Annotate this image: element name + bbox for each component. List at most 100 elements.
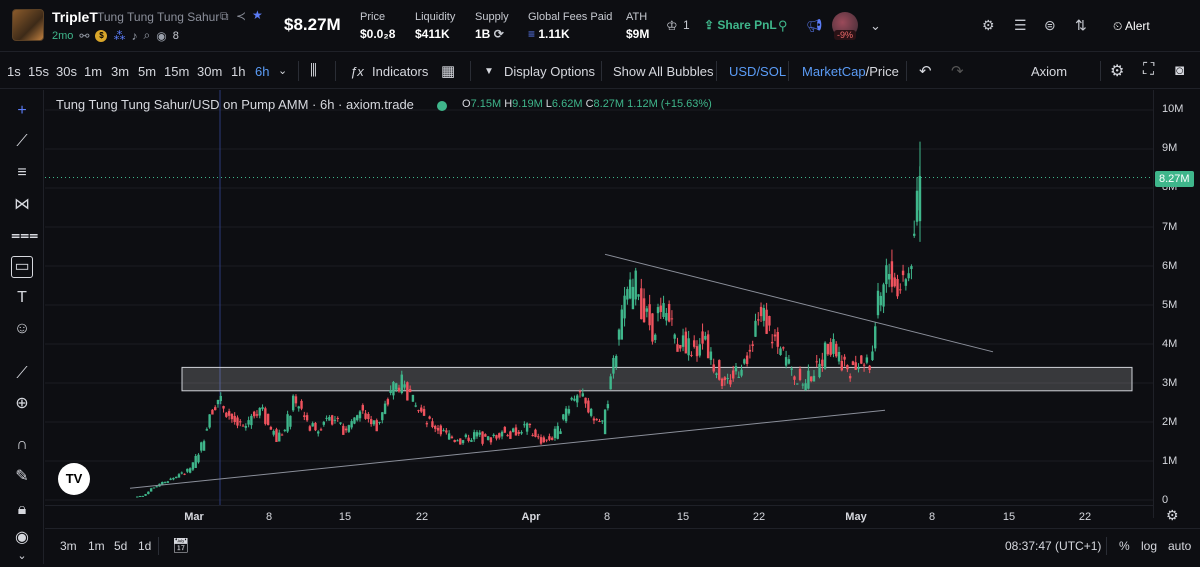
swap-icon[interactable]: ⇅	[1075, 17, 1087, 33]
horizontal-lines-icon[interactable]: ≡	[17, 164, 27, 181]
copy-icon[interactable]: ⧉	[220, 9, 229, 23]
candle-body	[389, 390, 392, 394]
candle-body	[573, 398, 576, 401]
layout-grid-icon[interactable]: ▦	[441, 63, 456, 80]
candle-body	[434, 425, 437, 429]
text-icon[interactable]: T	[17, 289, 27, 306]
indicators-fx-icon[interactable]: ƒx	[350, 64, 364, 79]
percent-toggle[interactable]: %	[1119, 539, 1130, 553]
pin-icon[interactable]: ⚲	[778, 18, 788, 33]
range-1d[interactable]: 1d	[138, 539, 152, 553]
tiktok-icon[interactable]: ♪	[131, 28, 138, 43]
megaphone-icon[interactable]: 📢︎	[806, 18, 823, 33]
timeframe-6h[interactable]: 6h	[255, 64, 270, 79]
currency-icon[interactable]: ⊜	[1044, 17, 1056, 33]
timeframe-3m[interactable]: 3m	[111, 64, 130, 79]
magnet-icon[interactable]: ∩	[16, 436, 28, 453]
candle-body	[793, 376, 796, 380]
zoom-in-icon[interactable]: ⊕	[15, 395, 29, 412]
candle-body	[414, 405, 417, 407]
pattern-icon[interactable]: ⋈	[14, 196, 30, 213]
candle-body	[718, 360, 721, 380]
gear-icon[interactable]: ⚙	[982, 17, 995, 33]
chevron-down-icon[interactable]: ⌄	[870, 18, 881, 33]
chevron-down-icon[interactable]: ⌄	[278, 65, 288, 77]
pair-toggle[interactable]: USD/SOL	[729, 64, 787, 79]
timeframe-1h[interactable]: 1h	[231, 64, 246, 79]
candle-body	[882, 284, 885, 307]
refresh-icon: ⟳	[493, 27, 504, 41]
display-options-button[interactable]: Display Options	[504, 64, 596, 79]
divider	[470, 61, 471, 81]
undo-icon[interactable]: ↶	[919, 63, 932, 80]
candle-body	[386, 399, 390, 405]
tradingview-logo[interactable]: TV	[58, 463, 90, 495]
candle-body	[676, 344, 679, 352]
gear-icon[interactable]: ⚙	[1166, 507, 1179, 523]
candle-body	[350, 421, 353, 428]
indicators-button[interactable]: Indicators	[372, 64, 429, 79]
candle-body	[470, 440, 473, 442]
alert-button[interactable]: ⏲ Alert	[1113, 19, 1150, 34]
timeframe-5m[interactable]: 5m	[138, 64, 157, 79]
calendar-range-icon[interactable]: 📅︎	[172, 537, 190, 553]
camera-icon[interactable]: ◙	[1175, 62, 1185, 79]
community-icon[interactable]: ⁂	[113, 28, 126, 43]
log-toggle[interactable]: log	[1141, 539, 1158, 553]
candle-body	[665, 313, 668, 321]
candle-body	[601, 420, 604, 422]
favorite-star-icon[interactable]: ★	[252, 8, 263, 22]
settings-gear-icon[interactable]: ⚙	[1110, 63, 1125, 80]
divider	[788, 61, 789, 81]
timeframe-15s[interactable]: 15s	[28, 64, 49, 79]
crown-icon[interactable]: ♔	[666, 18, 678, 33]
ruler-icon[interactable]: ⟋	[16, 365, 28, 382]
candlestick-type-icon[interactable]: ⫼	[310, 62, 317, 79]
show-all-bubbles-button[interactable]: Show All Bubbles	[613, 64, 714, 79]
lock-icon[interactable]: 🔒︎	[17, 501, 27, 518]
trendline-icon[interactable]: ⟋	[16, 133, 28, 150]
pencil-lock-icon[interactable]: ✎	[15, 468, 29, 485]
fib-icon[interactable]: ⩶	[11, 227, 39, 244]
range-3m[interactable]: 3m	[60, 539, 77, 553]
candle-body	[584, 397, 587, 404]
filter-list-icon[interactable]: ☰	[1014, 17, 1027, 33]
candle-body	[712, 364, 715, 372]
range-1m[interactable]: 1m	[88, 539, 105, 553]
timeframe-1s[interactable]: 1s	[7, 64, 21, 79]
timeframe-1m[interactable]: 1m	[84, 64, 103, 79]
chevron-down-icon[interactable]: ⌄	[17, 550, 27, 562]
redo-icon[interactable]: ↷	[951, 63, 964, 80]
share-pnl-button[interactable]: ⇪ Share PnL	[704, 18, 777, 32]
timeframe-15m[interactable]: 15m	[164, 64, 190, 79]
price-chart[interactable]	[45, 90, 1153, 505]
timeframe-30s[interactable]: 30s	[56, 64, 77, 79]
candle-body	[567, 409, 571, 414]
timeframe-30m[interactable]: 30m	[197, 64, 223, 79]
emoji-icon[interactable]: ☺	[13, 320, 31, 337]
candle-body	[832, 339, 835, 354]
candle-body	[757, 319, 760, 321]
y-axis[interactable]: 10M 9M 8M 7M 6M 5M 4M 3M 2M 1M 0	[1153, 90, 1200, 518]
candle-body	[662, 303, 665, 317]
x-axis[interactable]: Mar 8 15 22 Apr 8 15 22 May 8 15 22	[45, 505, 1153, 527]
candle-body	[511, 428, 515, 433]
rectangle-icon[interactable]: ▭	[11, 256, 33, 278]
candle-body	[773, 334, 777, 337]
coin-icon[interactable]: $	[95, 29, 108, 42]
link-icon[interactable]: ⚯	[79, 28, 90, 43]
ohlc-o-label: O	[462, 98, 471, 110]
divider	[158, 537, 159, 555]
candle-body	[843, 356, 846, 360]
search-icon[interactable]: ⌕	[143, 28, 151, 42]
range-5d[interactable]: 5d	[114, 539, 128, 553]
auto-toggle[interactable]: auto	[1168, 539, 1192, 553]
provider-select[interactable]: Axiom	[1031, 64, 1068, 79]
crosshair-icon[interactable]: +	[17, 102, 27, 119]
fullscreen-icon[interactable]: ⛶	[1143, 61, 1155, 78]
clock-readout[interactable]: 08:37:47 (UTC+1)	[1005, 539, 1102, 553]
metric-toggle[interactable]: MarketCap/Price	[802, 64, 899, 79]
share-icon[interactable]: ≺	[236, 9, 247, 23]
eye-icon[interactable]: ◉	[15, 529, 29, 546]
caret-down-icon[interactable]: ▼	[484, 66, 494, 77]
